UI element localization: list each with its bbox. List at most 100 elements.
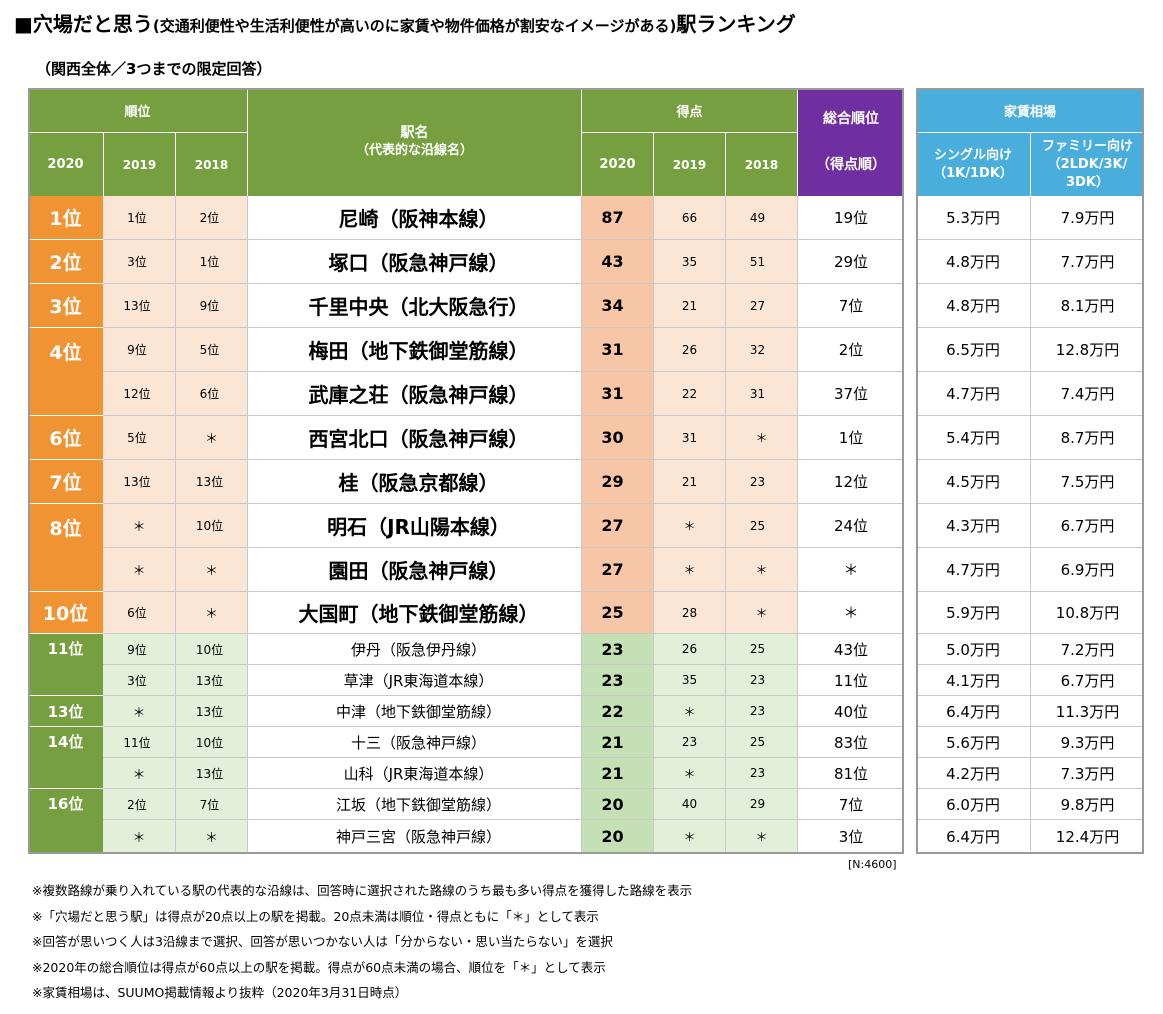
cell-family: 8.1万円 bbox=[1030, 284, 1144, 328]
cell-score-2020: 23 bbox=[581, 634, 653, 665]
rank-2020-11: 11位 bbox=[28, 634, 103, 696]
rank-2020-16: 16位 bbox=[28, 789, 103, 852]
cell-score-2018: 23 bbox=[725, 758, 797, 789]
cell-overall: 83位 bbox=[797, 727, 904, 758]
cell-score-2020: 87 bbox=[581, 196, 653, 240]
cell-score-2020: 23 bbox=[581, 665, 653, 696]
header-score-2020: 2020 bbox=[581, 133, 653, 196]
cell-family: 8.7万円 bbox=[1030, 416, 1144, 460]
cell-prev-2018: 9位 bbox=[175, 284, 247, 328]
header-rank-2019: 2019 bbox=[103, 133, 175, 196]
cell-prev-2018: 10位 bbox=[175, 504, 247, 548]
header-station-sublabel: （代表的な沿線名） bbox=[355, 143, 473, 158]
cell-family: 7.3万円 bbox=[1030, 758, 1144, 789]
cell-score-2020: 43 bbox=[581, 240, 653, 284]
cell-single: 4.1万円 bbox=[916, 665, 1030, 696]
header-rent-group: 家賃相場 bbox=[916, 88, 1144, 133]
page-subtitle: （関西全体／3つまでの限定回答） bbox=[36, 60, 272, 78]
cell-score-2018: 23 bbox=[725, 665, 797, 696]
cell-single: 5.6万円 bbox=[916, 727, 1030, 758]
cell-score-2020: 31 bbox=[581, 328, 653, 372]
rank-2020-8: 8位 bbox=[28, 504, 103, 592]
cell-overall: 11位 bbox=[797, 665, 904, 696]
cell-single: 4.7万円 bbox=[916, 548, 1030, 592]
cell-score-2018: 49 bbox=[725, 196, 797, 240]
cell-overall: 2位 bbox=[797, 328, 904, 372]
header-rent-family: ファミリー向け （2LDK/3K/ 3DK） bbox=[1030, 133, 1144, 196]
cell-score-2018: ＊ bbox=[725, 416, 797, 460]
cell-overall: 24位 bbox=[797, 504, 904, 548]
cell-prev-2019: 11位 bbox=[103, 727, 175, 758]
cell-prev-2019: 2位 bbox=[103, 789, 175, 820]
cell-single: 4.3万円 bbox=[916, 504, 1030, 548]
cell-station: 草津（JR東海道本線） bbox=[247, 665, 581, 696]
cell-family: 10.8万円 bbox=[1030, 592, 1144, 634]
rank-2020-1: 1位 bbox=[28, 196, 103, 240]
header-rank-group: 順位 bbox=[28, 88, 247, 133]
title-parenthetical: (交通利便性や生活利便性が高いのに家賃や物件価格が割安なイメージがある) bbox=[152, 17, 677, 35]
page-title: ■穴場だと思う(交通利便性や生活利便性が高いのに家賃や物件価格が割安なイメージが… bbox=[14, 8, 1154, 42]
cell-prev-2018: ＊ bbox=[175, 592, 247, 634]
cell-score-2018: ＊ bbox=[725, 592, 797, 634]
cell-prev-2019: 13位 bbox=[103, 460, 175, 504]
cell-single: 4.2万円 bbox=[916, 758, 1030, 789]
cell-score-2018: 32 bbox=[725, 328, 797, 372]
cell-score-2019: 35 bbox=[653, 665, 725, 696]
cell-prev-2019: 9位 bbox=[103, 328, 175, 372]
header-rank-2018: 2018 bbox=[175, 133, 247, 196]
cell-prev-2018: 13位 bbox=[175, 758, 247, 789]
cell-station: 西宮北口（阪急神戸線） bbox=[247, 416, 581, 460]
header-overall-line1: 総合順位 bbox=[823, 111, 879, 127]
cell-single: 4.5万円 bbox=[916, 460, 1030, 504]
cell-station: 尼崎（阪神本線） bbox=[247, 196, 581, 240]
rank-2020-14: 14位 bbox=[28, 727, 103, 789]
cell-score-2018: 27 bbox=[725, 284, 797, 328]
cell-score-2019: 35 bbox=[653, 240, 725, 284]
cell-score-2019: ＊ bbox=[653, 820, 725, 852]
cell-family: 11.3万円 bbox=[1030, 696, 1144, 727]
cell-station: 桂（阪急京都線） bbox=[247, 460, 581, 504]
cell-score-2019: ＊ bbox=[653, 548, 725, 592]
cell-score-2018: 51 bbox=[725, 240, 797, 284]
cell-prev-2018: ＊ bbox=[175, 416, 247, 460]
cell-prev-2018: 1位 bbox=[175, 240, 247, 284]
rank-2020-13: 13位 bbox=[28, 696, 103, 727]
footnotes: ※複数路線が乗り入れている駅の代表的な沿線は、回答時に選択された路線のうち最も多… bbox=[32, 878, 692, 1006]
cell-single: 5.4万円 bbox=[916, 416, 1030, 460]
cell-score-2020: 30 bbox=[581, 416, 653, 460]
cell-score-2019: 21 bbox=[653, 460, 725, 504]
rank-2020-7: 7位 bbox=[28, 460, 103, 504]
cell-single: 5.9万円 bbox=[916, 592, 1030, 634]
cell-score-2020: 25 bbox=[581, 592, 653, 634]
cell-prev-2019: 13位 bbox=[103, 284, 175, 328]
cell-station: 山科（JR東海道本線） bbox=[247, 758, 581, 789]
cell-prev-2019: 9位 bbox=[103, 634, 175, 665]
cell-score-2020: 27 bbox=[581, 548, 653, 592]
cell-prev-2018: ＊ bbox=[175, 548, 247, 592]
header-family-line2: （2LDK/3K/ bbox=[1047, 156, 1128, 172]
rank-2020-3: 3位 bbox=[28, 284, 103, 328]
cell-score-2020: 21 bbox=[581, 758, 653, 789]
cell-overall: 7位 bbox=[797, 789, 904, 820]
cell-score-2020: 27 bbox=[581, 504, 653, 548]
cell-score-2018: 25 bbox=[725, 727, 797, 758]
cell-prev-2018: 13位 bbox=[175, 696, 247, 727]
cell-score-2020: 34 bbox=[581, 284, 653, 328]
header-overall-line2: （得点順） bbox=[816, 157, 886, 173]
cell-score-2020: 31 bbox=[581, 372, 653, 416]
cell-family: 7.4万円 bbox=[1030, 372, 1144, 416]
header-family-line1: ファミリー向け bbox=[1041, 138, 1133, 154]
cell-score-2018: 25 bbox=[725, 504, 797, 548]
cell-prev-2019: 3位 bbox=[103, 240, 175, 284]
cell-score-2019: 66 bbox=[653, 196, 725, 240]
cell-station: 千里中央（北大阪急行） bbox=[247, 284, 581, 328]
cell-prev-2018: 2位 bbox=[175, 196, 247, 240]
cell-score-2018: ＊ bbox=[725, 548, 797, 592]
cell-score-2019: ＊ bbox=[653, 504, 725, 548]
cell-station: 梅田（地下鉄御堂筋線） bbox=[247, 328, 581, 372]
cell-family: 12.4万円 bbox=[1030, 820, 1144, 852]
cell-family: 6.7万円 bbox=[1030, 665, 1144, 696]
cell-prev-2018: 10位 bbox=[175, 634, 247, 665]
cell-score-2020: 29 bbox=[581, 460, 653, 504]
cell-prev-2019: 12位 bbox=[103, 372, 175, 416]
